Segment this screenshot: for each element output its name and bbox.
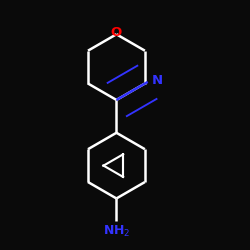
Text: N: N	[152, 74, 163, 87]
Text: NH$_2$: NH$_2$	[103, 224, 130, 239]
Text: O: O	[111, 26, 122, 39]
